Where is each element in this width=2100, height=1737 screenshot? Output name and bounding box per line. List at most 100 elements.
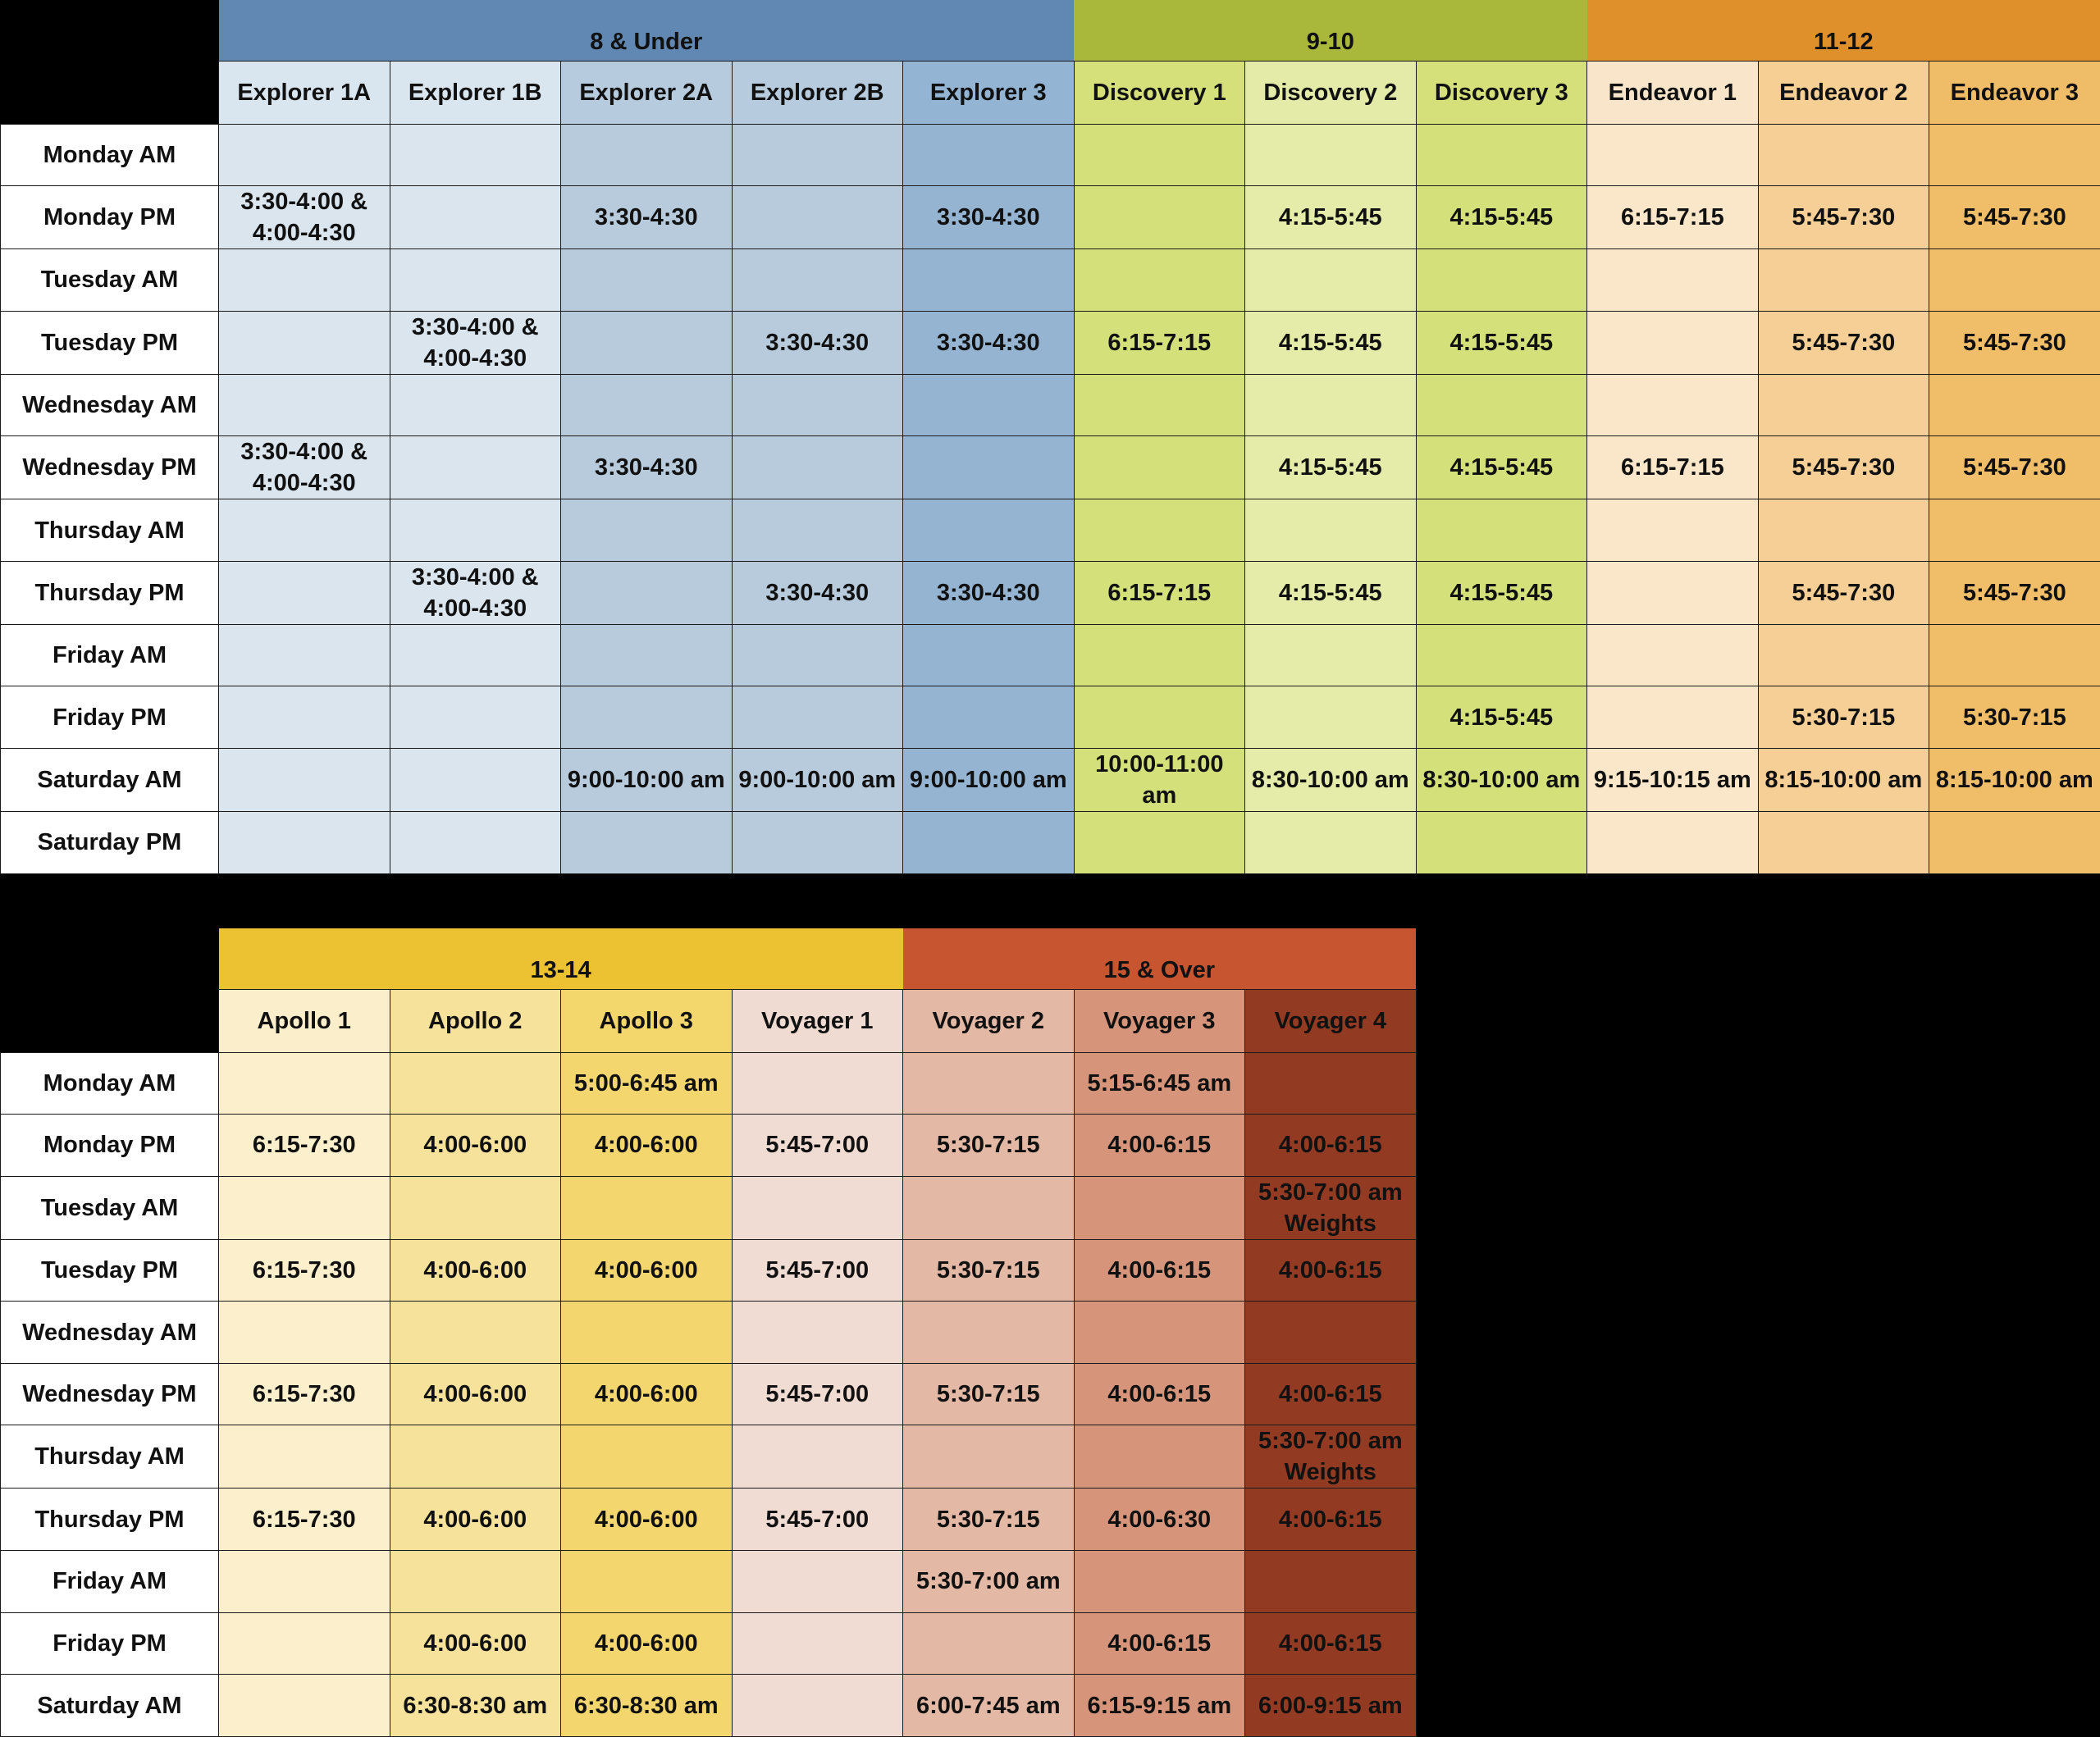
day-label: Friday AM	[0, 623, 219, 687]
time-slot-cell	[218, 1674, 390, 1737]
age-group-header-row: 8 & Under 9-10 11-12	[0, 0, 2100, 124]
time-slot-cell: 4:00-6:15	[1073, 1612, 1246, 1675]
day-label: Monday AM	[0, 1051, 219, 1115]
day-label: Wednesday PM	[0, 1362, 219, 1426]
day-label: Monday PM	[0, 185, 219, 250]
schedule-row-friday-pm: Friday PM 4:15-5:45 5:30-7:15 5:30-7:15	[0, 686, 2100, 750]
time-slot-cell	[218, 1301, 390, 1364]
time-slot-cell	[1415, 623, 1588, 687]
time-slot-cell	[1929, 623, 2100, 687]
time-slot-cell	[1929, 248, 2100, 312]
team-header-endeavor-1: Endeavor 1	[1586, 60, 1759, 125]
time-slot-cell	[1757, 623, 1930, 687]
time-slot-cell	[1586, 560, 1759, 625]
time-slot-cell: 4:15-5:45	[1415, 310, 1588, 375]
time-slot-cell: 4:00-6:30	[1073, 1488, 1246, 1552]
time-slot-cell	[389, 1175, 561, 1240]
time-slot-cell	[731, 1051, 904, 1115]
time-slot-cell	[560, 623, 733, 687]
time-slot-cell	[1757, 248, 1930, 312]
practice-schedule-table-younger: 8 & Under 9-10 11-12 Explorer 1A Explorer 1B…	[0, 0, 2100, 874]
time-slot-cell	[731, 1550, 904, 1613]
time-slot-cell	[389, 811, 561, 874]
schedule-row-saturday-am: Saturday AM 9:00-10:00 am 9:00-10:00 am 9:0…	[0, 748, 2100, 813]
time-slot-cell: 5:30-7:00 am Weights	[1244, 1175, 1417, 1240]
time-slot-cell: 4:00-6:00	[389, 1362, 561, 1426]
time-slot-cell	[1757, 811, 1930, 874]
time-slot-cell	[731, 1674, 904, 1737]
time-slot-cell: 4:15-5:45	[1415, 435, 1588, 500]
time-slot-cell: 6:00-7:45 am	[902, 1674, 1075, 1737]
time-slot-cell: 6:15-7:15	[1586, 185, 1759, 250]
time-slot-cell	[731, 623, 903, 687]
time-slot-cell: 5:45-7:30	[1757, 560, 1930, 625]
time-slot-cell: 4:00-6:15	[1073, 1238, 1246, 1302]
time-slot-cell	[1586, 248, 1759, 312]
time-slot-cell	[218, 123, 390, 187]
time-slot-cell: 3:30-4:30	[902, 560, 1075, 625]
time-slot-cell	[218, 1612, 390, 1675]
team-header-discovery-1: Discovery 1	[1073, 60, 1246, 125]
time-slot-cell	[1244, 811, 1417, 874]
time-slot-cell	[560, 1425, 733, 1489]
schedule-row-wednesday-pm: Wednesday PM 3:30-4:00 & 4:00-4:30 3:30-4:…	[0, 435, 2100, 500]
team-header-row: Explorer 1A Explorer 1B Explorer 2A Explore…	[1, 60, 2100, 125]
day-label: Tuesday PM	[0, 1238, 219, 1302]
time-slot-cell	[1415, 499, 1588, 562]
schedule-row-wednesday-am: Wednesday AM	[0, 1301, 1417, 1364]
time-slot-cell	[389, 499, 561, 562]
time-slot-cell	[218, 811, 390, 874]
time-slot-cell: 4:00-6:15	[1244, 1362, 1417, 1426]
time-slot-cell: 10:00-11:00 am	[1073, 748, 1246, 813]
time-slot-cell: 5:30-7:15	[902, 1488, 1075, 1552]
time-slot-cell	[1415, 373, 1588, 437]
team-header-explorer-1b: Explorer 1B	[389, 60, 561, 125]
time-slot-cell	[902, 1425, 1075, 1489]
schedule-row-thursday-pm: Thursday PM 6:15-7:30 4:00-6:00 4:00-6:00 5:…	[0, 1488, 1417, 1552]
time-slot-cell: 8:30-10:00 am	[1244, 748, 1417, 813]
time-slot-cell	[902, 1051, 1075, 1115]
time-slot-cell	[560, 1175, 733, 1240]
time-slot-cell	[1073, 1175, 1246, 1240]
time-slot-cell	[902, 499, 1075, 562]
team-header-row: Apollo 1 Apollo 2 Apollo 3 Voyager 1 Voyager…	[1, 988, 1417, 1053]
time-slot-cell	[1073, 1550, 1246, 1613]
time-slot-cell: 4:15-5:45	[1244, 185, 1417, 250]
time-slot-cell: 6:00-9:15 am	[1244, 1674, 1417, 1737]
time-slot-cell	[560, 686, 733, 750]
schedule-row-thursday-am: Thursday AM 5:30-7:00 am Weights	[0, 1425, 1417, 1489]
time-slot-cell	[560, 811, 733, 874]
time-slot-cell	[1244, 373, 1417, 437]
time-slot-cell	[560, 123, 733, 187]
day-label: Friday AM	[0, 1550, 219, 1613]
time-slot-cell	[902, 811, 1075, 874]
time-slot-cell	[1244, 623, 1417, 687]
time-slot-cell: 6:15-9:15 am	[1073, 1674, 1246, 1737]
time-slot-cell	[389, 248, 561, 312]
time-slot-cell	[389, 623, 561, 687]
time-slot-cell	[389, 373, 561, 437]
time-slot-cell: 5:45-7:30	[1929, 310, 2100, 375]
time-slot-cell: 6:15-7:30	[218, 1114, 390, 1177]
team-header-apollo-2: Apollo 2	[389, 988, 561, 1053]
time-slot-cell: 6:15-7:30	[218, 1238, 390, 1302]
time-slot-cell: 4:00-6:00	[389, 1238, 561, 1302]
time-slot-cell	[389, 435, 561, 500]
time-slot-cell: 5:45-7:00	[731, 1114, 904, 1177]
time-slot-cell	[1244, 123, 1417, 187]
day-label: Friday PM	[0, 686, 219, 750]
time-slot-cell: 5:30-7:15	[902, 1114, 1075, 1177]
time-slot-cell	[902, 123, 1075, 187]
time-slot-cell: 3:30-4:00 & 4:00-4:30	[389, 310, 561, 375]
schedule-row-tuesday-pm: Tuesday PM 3:30-4:00 & 4:00-4:30 3:30-4:30…	[0, 310, 2100, 375]
schedule-row-monday-pm: Monday PM 3:30-4:00 & 4:00-4:30 3:30-4:30 3…	[0, 185, 2100, 250]
day-label: Saturday PM	[0, 811, 219, 874]
team-header-apollo-1: Apollo 1	[218, 988, 390, 1053]
schedule-row-friday-pm: Friday PM 4:00-6:00 4:00-6:00 4:00-6:15 4:00…	[0, 1612, 1417, 1675]
time-slot-cell	[902, 373, 1075, 437]
time-slot-cell	[731, 1175, 904, 1240]
time-slot-cell: 3:30-4:30	[731, 560, 903, 625]
time-slot-cell: 5:45-7:00	[731, 1362, 904, 1426]
time-slot-cell: 4:00-6:15	[1244, 1488, 1417, 1552]
time-slot-cell	[1073, 185, 1246, 250]
